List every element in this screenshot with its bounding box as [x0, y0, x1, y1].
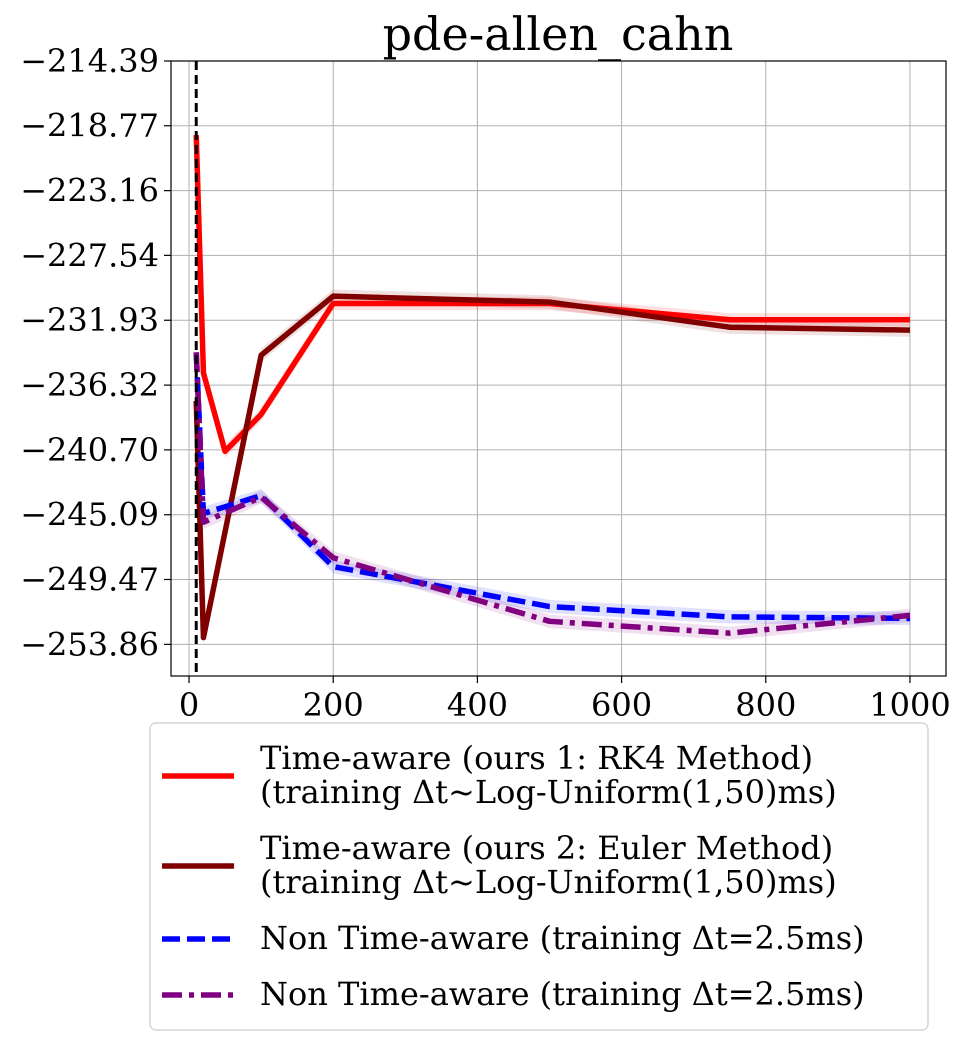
series-line-2 — [193, 352, 910, 622]
y-tick-label-9: −253.86 — [20, 625, 159, 663]
series-band-0 — [196, 128, 910, 458]
legend-label-0-1: (training Δt~Log-Uniform(1,50)ms) — [260, 773, 837, 811]
series-band-1 — [196, 289, 910, 645]
series-line-3 — [193, 352, 911, 636]
legend-label-1-1: (training Δt~Log-Uniform(1,50)ms) — [260, 863, 837, 901]
series-band-3 — [196, 345, 910, 640]
y-tick-label-0: −214.39 — [20, 42, 159, 80]
legend-label-0-0: Time-aware (ours 1: RK4 Method) — [260, 739, 813, 777]
series-line-1 — [193, 293, 910, 641]
series-line-0 — [193, 134, 910, 455]
legend: Time-aware (ours 1: RK4 Method)(training… — [149, 722, 929, 1031]
y-axis-ticks: −214.39 −218.77 −223.16 −227.54 −231.93 −236.… — [20, 42, 171, 663]
x-tick-label-1: 200 — [303, 686, 364, 724]
series-band-2 — [196, 345, 910, 626]
plot-frame — [170, 60, 947, 677]
y-tick-label-4: −231.93 — [20, 301, 159, 339]
chart-title: pde-allen_cahn — [383, 7, 734, 61]
series-lines — [193, 134, 911, 641]
x-tick-label-0: 0 — [179, 686, 199, 724]
x-tick-label-4: 800 — [735, 686, 796, 724]
legend-box — [149, 722, 929, 1031]
legend-label-3-0: Non Time-aware (training Δt=2.5ms) — [260, 975, 865, 1013]
y-tick-label-7: −245.09 — [20, 496, 159, 534]
y-tick-label-6: −240.70 — [20, 431, 159, 469]
x-tick-label-3: 600 — [591, 686, 652, 724]
y-tick-label-8: −249.47 — [20, 560, 159, 598]
legend-label-1-0: Time-aware (ours 2: Euler Method) — [260, 829, 833, 867]
y-tick-label-5: −236.32 — [20, 366, 159, 404]
x-axis-ticks: 0 200 400 600 800 1000 — [179, 676, 951, 724]
legend-label-2-0: Non Time-aware (training Δt=2.5ms) — [260, 919, 865, 957]
y-tick-label-3: −227.54 — [20, 236, 159, 274]
y-tick-label-2: −223.16 — [20, 172, 159, 210]
y-tick-label-1: −218.77 — [20, 107, 159, 145]
x-tick-label-5: 1000 — [869, 686, 950, 724]
confidence-bands — [196, 128, 910, 645]
x-tick-label-2: 400 — [447, 686, 508, 724]
